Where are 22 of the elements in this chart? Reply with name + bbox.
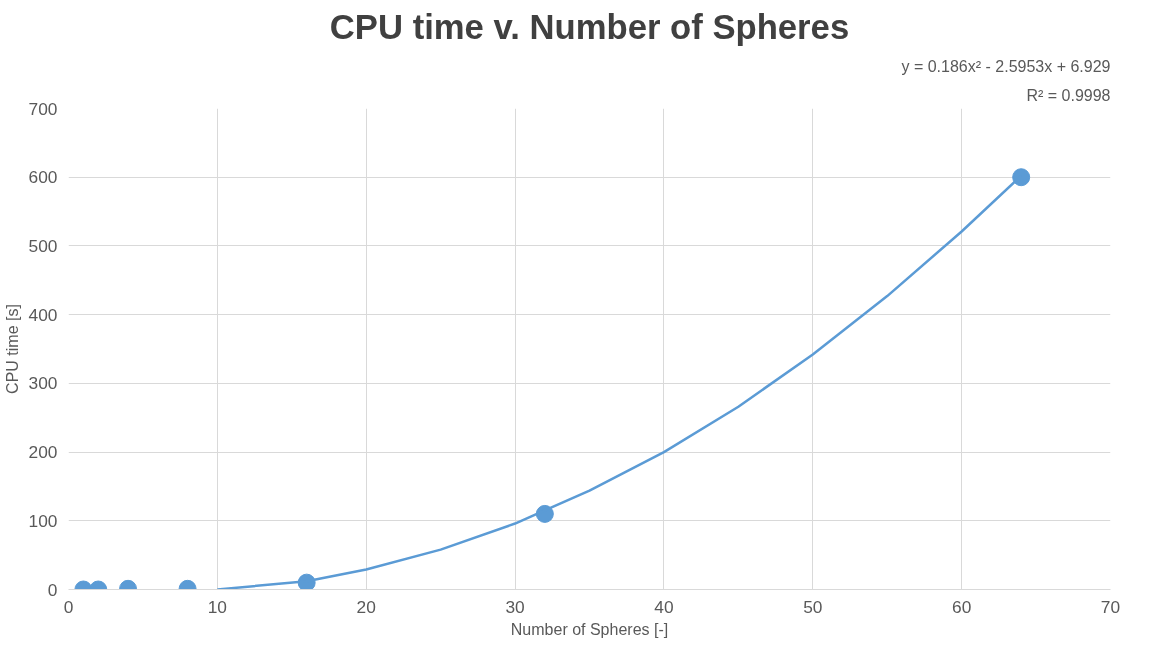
y-axis-title: CPU time [s] <box>3 304 21 394</box>
x-tick-label: 50 <box>803 596 823 617</box>
x-tick-label: 60 <box>952 596 972 617</box>
y-tick-label: 300 <box>28 373 58 394</box>
x-tick-label: 0 <box>63 596 74 617</box>
chart-title: CPU time v. Number of Spheres <box>329 7 850 46</box>
x-axis-title: Number of Spheres [-] <box>510 620 669 638</box>
x-tick-label: 40 <box>654 596 674 617</box>
text: R² = 0.9998 <box>1026 86 1111 104</box>
y-tick-label: 400 <box>28 304 58 325</box>
y-tick-label: 700 <box>28 98 58 119</box>
y-tick-label: 100 <box>28 510 58 531</box>
point <box>1012 168 1031 187</box>
text: y = 0.186x² - 2.5953x + 6.929 <box>901 57 1111 75</box>
x-tick-label: 30 <box>505 596 525 617</box>
x-tick-label: 10 <box>207 596 227 617</box>
y-tick-label: 0 <box>47 579 58 600</box>
x-tick-label: 20 <box>356 596 376 617</box>
y-tick-label: 600 <box>28 167 58 188</box>
y-tick-label: 200 <box>28 442 58 463</box>
x-tick-label: 70 <box>1100 596 1121 617</box>
y-tick-label: 500 <box>28 235 58 256</box>
